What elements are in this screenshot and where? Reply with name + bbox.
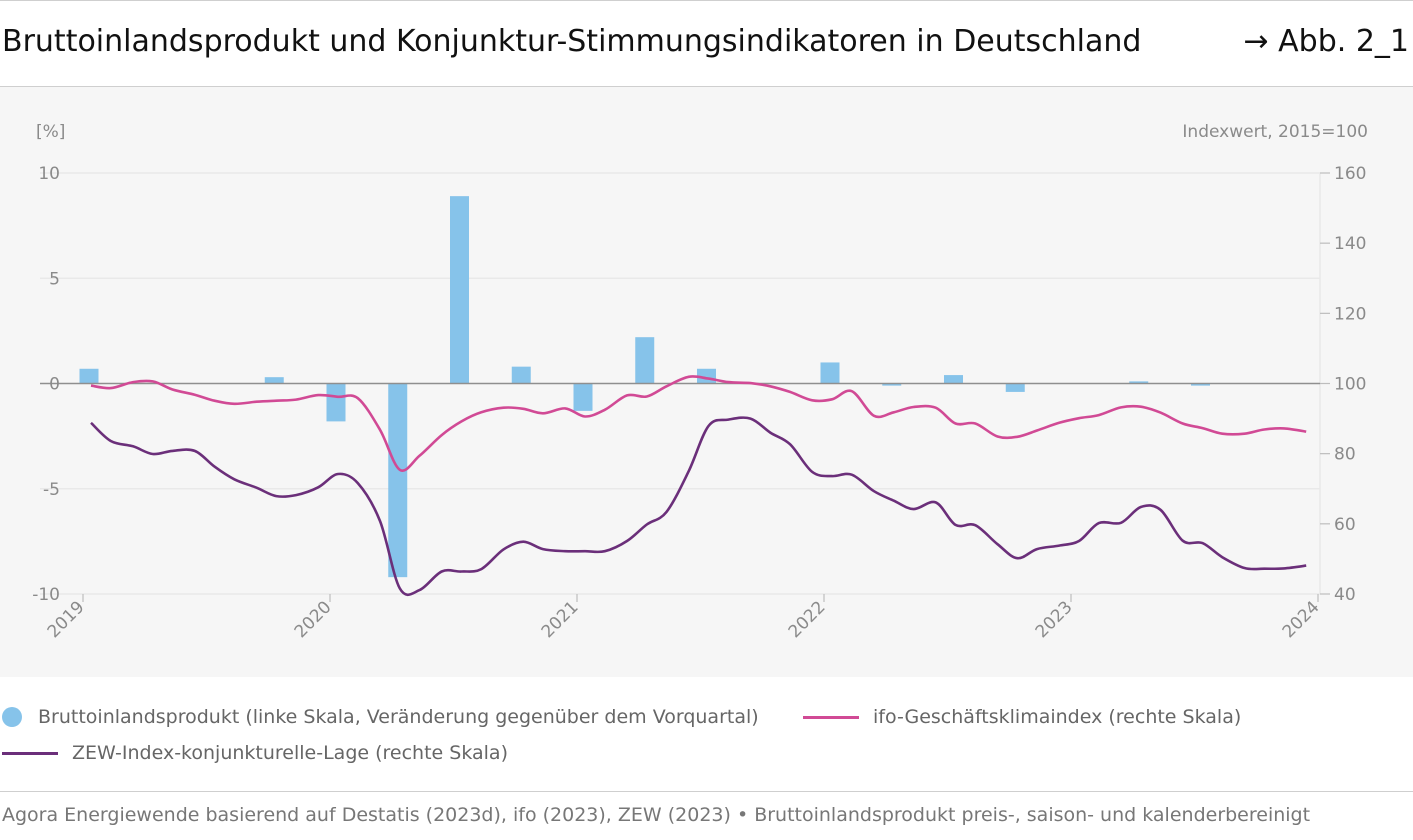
gdp-bar xyxy=(820,362,840,384)
zew-line xyxy=(90,416,1307,597)
right-tick-label: 160 xyxy=(1334,164,1366,184)
indicator-lines xyxy=(90,375,1307,597)
gdp-bar xyxy=(882,383,902,386)
left-axis-unit-label: [%] xyxy=(36,122,65,142)
left-tick-label: -10 xyxy=(32,585,60,605)
gdp-bar xyxy=(79,368,99,384)
legend: Bruttoinlandsprodukt (linke Skala, Verän… xyxy=(0,700,1413,780)
gdp-bar xyxy=(388,383,408,578)
x-axis-ticks: 2019 2020 2021 2022 2023 2024 xyxy=(44,594,1324,642)
chart-title: Bruttoinlandsprodukt und Konjunktur-Stim… xyxy=(2,24,1142,59)
right-tick-label: 100 xyxy=(1334,375,1366,395)
gdp-bar xyxy=(264,377,284,384)
legend-ifo-label: ifo-Geschäftsklimaindex (rechte Skala) xyxy=(873,706,1242,728)
legend-item-zew: ZEW-Index-konjunkturelle-Lage (rechte Sk… xyxy=(2,742,508,764)
gdp-bars xyxy=(79,196,1210,578)
right-axis-unit-label: Indexwert, 2015=100 xyxy=(1182,122,1368,142)
figure-reference-link[interactable]: → Abb. 2_1 xyxy=(1243,24,1409,59)
left-tick-label: 5 xyxy=(49,269,60,289)
footer-rule xyxy=(0,791,1413,792)
gdp-bar xyxy=(1129,381,1149,384)
legend-zew-marker xyxy=(2,751,58,755)
gdp-bar xyxy=(1191,383,1210,386)
legend-item-ifo: ifo-Geschäftsklimaindex (rechte Skala) xyxy=(803,706,1241,728)
legend-gdp-label: Bruttoinlandsprodukt (linke Skala, Verän… xyxy=(38,706,759,728)
gdp-bar xyxy=(450,196,469,384)
x-tick-label: 2024 xyxy=(1279,597,1324,642)
left-axis-ticks: 10 5 0 -5 -10 xyxy=(32,164,60,605)
x-tick-label: 2022 xyxy=(785,597,830,642)
legend-zew-label: ZEW-Index-konjunkturelle-Lage (rechte Sk… xyxy=(72,742,508,764)
legend-item-gdp: Bruttoinlandsprodukt (linke Skala, Verän… xyxy=(2,706,759,728)
gdp-bar xyxy=(1005,383,1025,392)
ifo-line xyxy=(90,375,1307,472)
top-rule xyxy=(0,0,1413,1)
x-tick-label: 2020 xyxy=(291,597,336,642)
chart-svg: [%] Indexwert, 2015=100 10 5 0 -5 -10 160 140… xyxy=(32,122,1368,642)
left-tick-label: 10 xyxy=(38,164,60,184)
right-tick-label: 140 xyxy=(1334,234,1366,254)
right-tick-label: 60 xyxy=(1334,515,1356,535)
x-tick-label: 2023 xyxy=(1032,597,1077,642)
legend-gdp-marker xyxy=(2,707,22,727)
right-axis-ticks: 160 140 120 100 80 60 40 xyxy=(1320,164,1366,605)
gdp-bar xyxy=(944,375,963,384)
figure-header: Bruttoinlandsprodukt und Konjunktur-Stim… xyxy=(0,0,1413,87)
gdp-bar xyxy=(573,383,593,411)
legend-ifo-marker xyxy=(803,715,859,719)
gdp-bar xyxy=(326,383,346,422)
gdp-bar xyxy=(511,366,531,384)
source-note: Agora Energiewende basierend auf Destati… xyxy=(2,804,1311,826)
right-tick-label: 40 xyxy=(1334,585,1356,605)
right-tick-label: 80 xyxy=(1334,445,1356,465)
gdp-bar xyxy=(635,337,655,384)
left-tick-label: 0 xyxy=(49,375,60,395)
left-tick-label: -5 xyxy=(43,480,60,500)
right-tick-label: 120 xyxy=(1334,304,1366,324)
x-tick-label: 2021 xyxy=(538,597,583,642)
